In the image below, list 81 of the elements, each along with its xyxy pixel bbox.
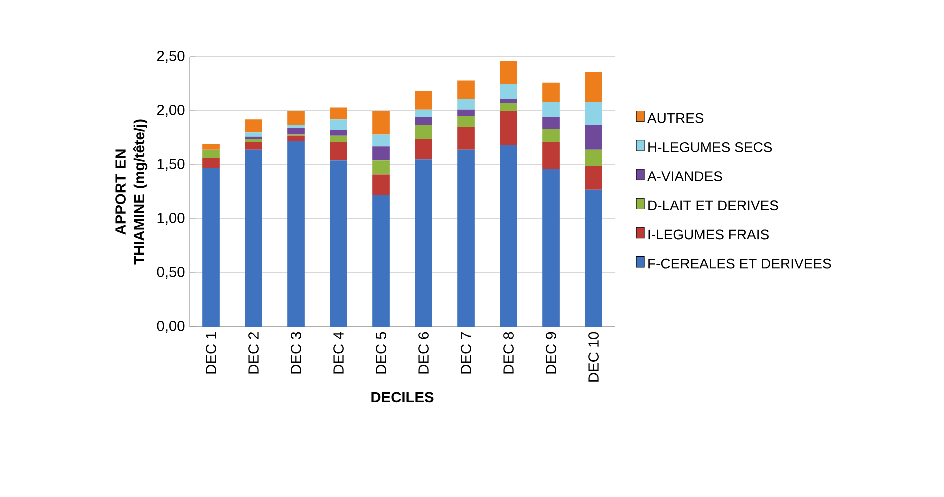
bar bbox=[372, 146, 390, 161]
bar bbox=[415, 117, 432, 126]
y-tick-label: 1,00 bbox=[158, 212, 185, 226]
bar bbox=[542, 169, 560, 327]
y-tick-label: 2,50 bbox=[157, 50, 185, 64]
bar bbox=[585, 125, 602, 150]
y-tick-label: 2,00 bbox=[157, 104, 185, 118]
legend-label: A-VIANDES bbox=[648, 172, 722, 182]
bar bbox=[415, 160, 432, 327]
bar bbox=[372, 134, 390, 147]
x-tick-label: DEC 7 bbox=[461, 332, 472, 374]
bar bbox=[372, 111, 390, 135]
bar bbox=[245, 142, 262, 150]
legend-label: I-LEGUMES FRAIS bbox=[648, 230, 769, 240]
bar bbox=[542, 142, 560, 170]
bar bbox=[542, 102, 560, 118]
bar bbox=[500, 99, 518, 104]
bar bbox=[372, 195, 390, 327]
bar bbox=[288, 141, 305, 327]
bar bbox=[288, 125, 305, 128]
legend-label: H-LEGUMES SECS bbox=[648, 142, 772, 152]
bar bbox=[330, 120, 348, 130]
bar bbox=[245, 120, 262, 133]
bar bbox=[202, 158, 220, 168]
x-tick-label: DEC 4 bbox=[334, 332, 344, 374]
bar bbox=[500, 103, 518, 111]
bar bbox=[415, 110, 432, 118]
bar bbox=[330, 160, 348, 327]
y-tick-label: 1,50 bbox=[158, 158, 185, 172]
bar bbox=[288, 128, 305, 135]
bar bbox=[585, 72, 602, 102]
bar bbox=[500, 111, 518, 146]
bar bbox=[245, 132, 262, 137]
bar bbox=[415, 92, 432, 110]
x-tick-label: DEC 8 bbox=[504, 332, 514, 374]
bar bbox=[372, 174, 390, 196]
bar bbox=[330, 136, 348, 142]
x-axis-title: DECILES bbox=[372, 392, 434, 403]
bar bbox=[500, 84, 518, 100]
bar bbox=[585, 190, 602, 327]
x-tick-label: DEC 6 bbox=[418, 332, 429, 374]
bar bbox=[500, 146, 518, 327]
bar bbox=[542, 129, 560, 142]
bar bbox=[245, 139, 262, 142]
x-tick-label: DEC 5 bbox=[376, 332, 386, 374]
bar bbox=[500, 61, 518, 84]
bar bbox=[458, 80, 475, 100]
bar bbox=[585, 166, 602, 190]
y-axis-title: APPORT EN THIAMINE (mg/tête/j) bbox=[116, 120, 148, 265]
bar bbox=[415, 125, 432, 140]
bar bbox=[542, 82, 560, 102]
y-tick-label: 0,50 bbox=[157, 266, 185, 280]
bar bbox=[288, 136, 305, 142]
legend-label: F-CEREALES ET DERIVEES bbox=[648, 258, 832, 269]
bar bbox=[202, 150, 220, 159]
y-tick-label: 0,00 bbox=[157, 320, 185, 334]
bar bbox=[330, 108, 348, 120]
x-tick-label: DEC 3 bbox=[291, 332, 302, 374]
x-tick-label: DEC 10 bbox=[588, 332, 599, 382]
bar bbox=[458, 116, 475, 128]
bar bbox=[458, 127, 475, 150]
bar bbox=[245, 136, 262, 140]
bar bbox=[202, 144, 220, 150]
x-tick-label: DEC 2 bbox=[248, 332, 259, 374]
bar bbox=[458, 150, 475, 327]
x-tick-label: DEC 9 bbox=[546, 332, 556, 374]
bar bbox=[330, 142, 348, 161]
bar bbox=[585, 150, 602, 166]
bar bbox=[288, 111, 305, 126]
legend-label: AUTRES bbox=[648, 113, 704, 124]
bar bbox=[458, 99, 475, 110]
bar bbox=[458, 110, 475, 116]
bar bbox=[245, 150, 262, 327]
bar bbox=[330, 130, 348, 136]
bar bbox=[202, 168, 220, 327]
legend-label: D-LAIT ET DERIVES bbox=[648, 200, 778, 211]
bar bbox=[585, 102, 602, 126]
bar bbox=[372, 160, 390, 175]
bar bbox=[542, 117, 560, 130]
bar bbox=[415, 139, 432, 160]
x-tick-label: DEC 1 bbox=[206, 332, 216, 374]
